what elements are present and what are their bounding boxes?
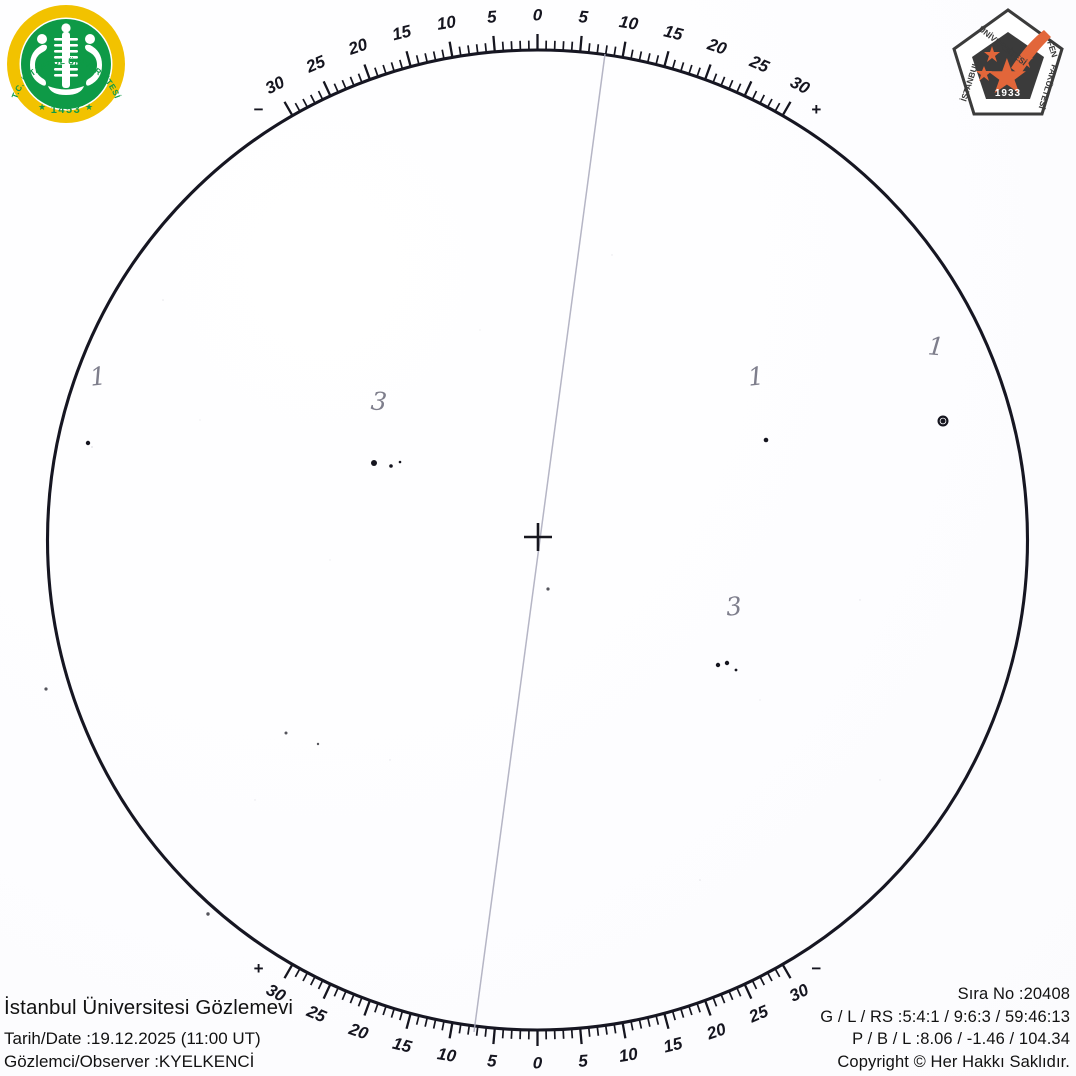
svg-text:25: 25 xyxy=(746,51,772,76)
svg-text:5: 5 xyxy=(486,7,497,27)
svg-text:5: 5 xyxy=(578,1051,589,1071)
group-label-5: 3 xyxy=(724,591,744,622)
degree-scale-ticks xyxy=(283,34,792,1046)
svg-text:15: 15 xyxy=(662,21,685,44)
svg-text:1933: 1933 xyxy=(995,88,1021,99)
svg-text:10: 10 xyxy=(435,12,457,34)
group-label-4: 1 xyxy=(926,331,946,362)
svg-text:15: 15 xyxy=(391,1034,414,1057)
solar-limb-circle xyxy=(45,48,1030,1032)
svg-text:5: 5 xyxy=(578,7,589,27)
copyright-notice: Copyright © Her Hakkı Saklıdır. xyxy=(837,1052,1070,1071)
svg-text:30: 30 xyxy=(786,980,812,1006)
svg-text:20: 20 xyxy=(704,34,729,58)
svg-text:0: 0 xyxy=(533,5,543,24)
observer-name: Gözlemci/Observer :KYELKENCİ xyxy=(4,1052,255,1071)
svg-text:30: 30 xyxy=(262,72,288,98)
scan-speckles xyxy=(91,254,881,881)
svg-text:25: 25 xyxy=(302,52,328,77)
svg-text:★: ★ xyxy=(85,102,93,112)
svg-text:+: + xyxy=(811,100,821,119)
svg-text:−: − xyxy=(811,959,821,978)
stray-ink-marks xyxy=(44,587,550,916)
pbl-angles-line: P / B / L :8.06 / -1.46 / 104.34 xyxy=(852,1030,1070,1048)
footer-left-info: İstanbul Üniversitesi Gözlemevi Tarih/Da… xyxy=(4,993,293,1073)
serial-number: Sıra No :20408 xyxy=(957,985,1070,1003)
svg-text:5: 5 xyxy=(486,1051,497,1071)
istanbul-university-seal-logo: T.C. İSTANBUL ÜNİVERSİTESİ 1453 ★ ★ xyxy=(7,5,125,123)
observation-date: Tarih/Date :19.12.2025 (11:00 UT) xyxy=(4,1029,261,1048)
svg-text:★: ★ xyxy=(38,102,46,112)
svg-text:30: 30 xyxy=(787,72,813,98)
svg-text:20: 20 xyxy=(346,1019,371,1043)
footer-right-info: Sıra No :20408 G / L / RS :5:4:1 / 9:6:3… xyxy=(820,983,1070,1073)
group-label-3: 1 xyxy=(746,361,766,392)
disc-center-crosshair xyxy=(524,523,552,551)
svg-text:1453: 1453 xyxy=(51,104,81,116)
svg-text:FEN: FEN xyxy=(1045,40,1060,59)
svg-text:25: 25 xyxy=(303,1001,329,1026)
svg-text:10: 10 xyxy=(436,1044,458,1066)
svg-text:20: 20 xyxy=(703,1019,728,1043)
faculty-of-science-pentagon-logo: 1933 ÜNİVERSİTESİ FEN FAKÜLTESİ İSTANBUL xyxy=(952,8,1064,116)
svg-text:+: + xyxy=(254,959,264,978)
observatory-name: İstanbul Üniversitesi Gözlemevi xyxy=(4,996,294,1019)
svg-text:−: − xyxy=(254,100,264,119)
svg-text:10: 10 xyxy=(617,1044,639,1066)
svg-text:15: 15 xyxy=(390,21,413,44)
svg-text:10: 10 xyxy=(618,12,640,34)
sunspot-marks xyxy=(85,415,949,672)
svg-text:0: 0 xyxy=(533,1053,543,1072)
svg-text:20: 20 xyxy=(345,34,370,58)
group-label-1: 1 xyxy=(88,361,108,392)
degree-scale-sign-marks: − + + − xyxy=(254,100,822,978)
group-count-line: G / L / RS :5:4:1 / 9:6:3 / 59:46:13 xyxy=(820,1007,1070,1026)
group-label-2: 3 xyxy=(369,386,389,417)
svg-text:15: 15 xyxy=(661,1034,684,1057)
svg-text:25: 25 xyxy=(745,1001,771,1026)
meridian-line xyxy=(473,53,606,1033)
